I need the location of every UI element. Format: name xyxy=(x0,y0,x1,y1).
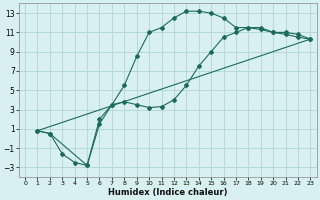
X-axis label: Humidex (Indice chaleur): Humidex (Indice chaleur) xyxy=(108,188,228,197)
